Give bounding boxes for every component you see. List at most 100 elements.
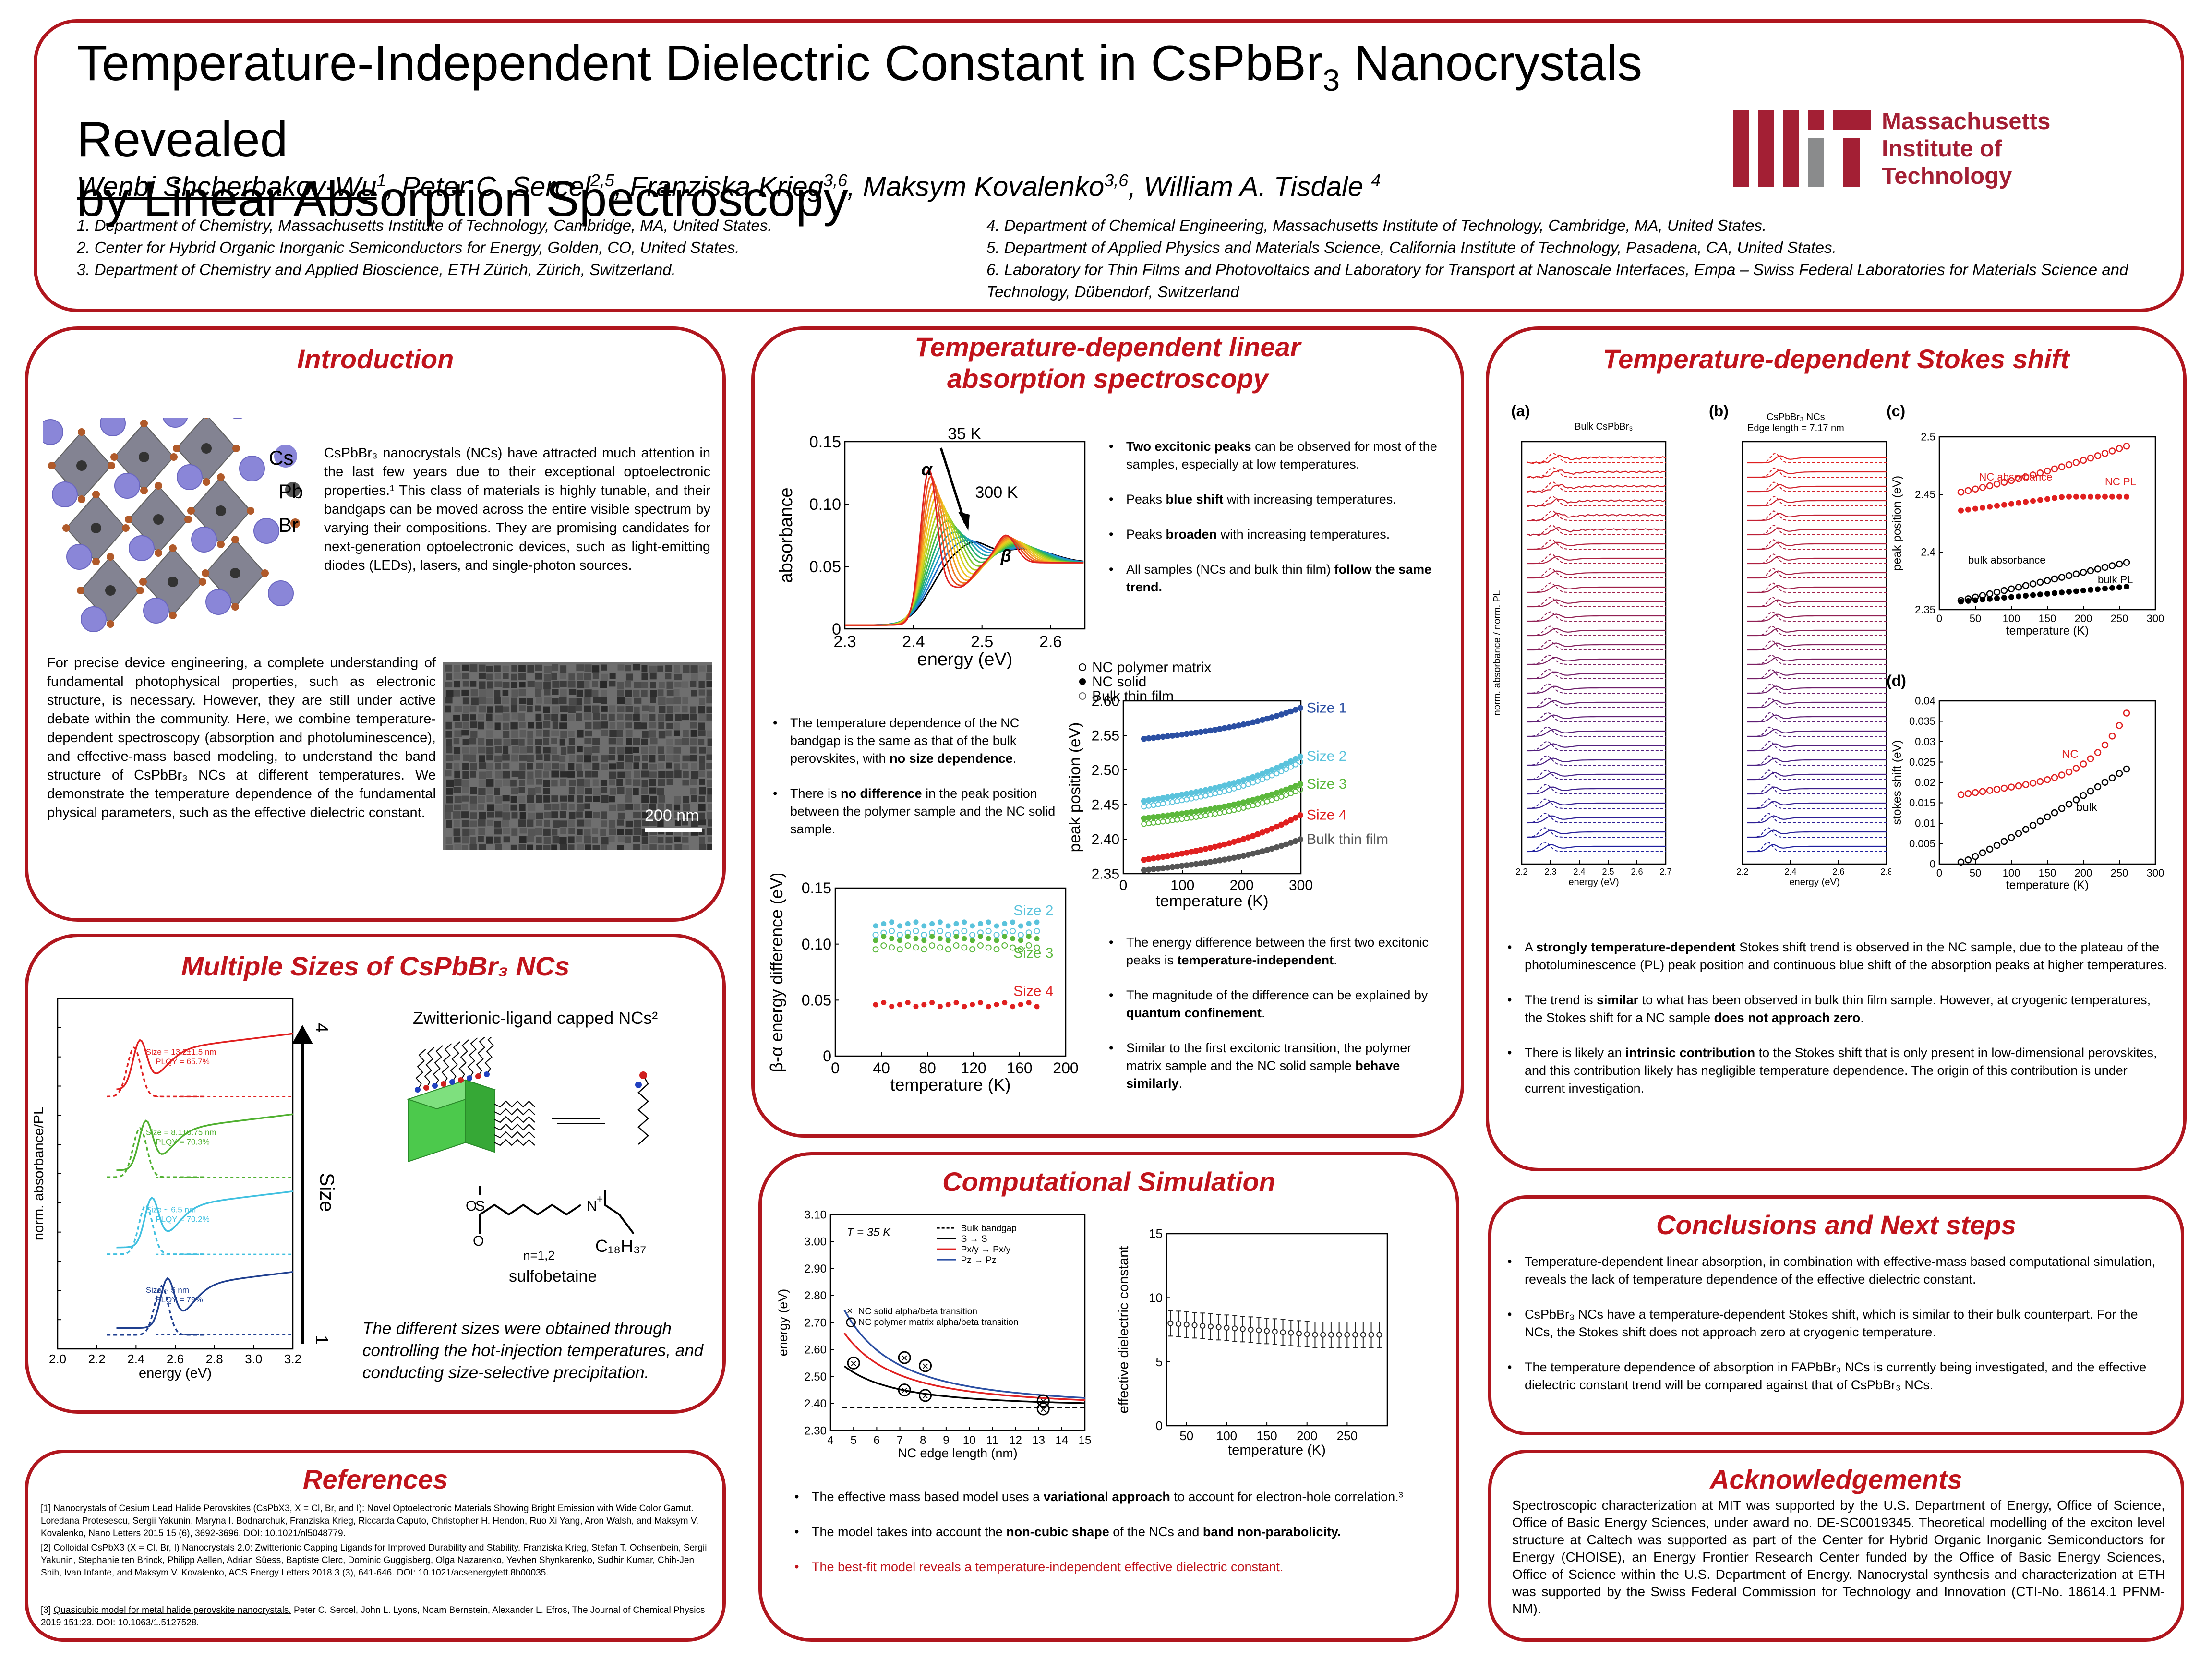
cs-atom [268,580,294,606]
diff-point [994,1002,999,1008]
nc-absorbance-point [1957,488,1965,496]
diff-point [913,919,919,925]
peak-point [1297,836,1304,842]
nanocrystal [502,812,510,820]
nanocrystal [502,697,509,704]
diff-point [873,923,878,929]
nanocrystal [633,779,641,786]
nanocrystal [511,770,519,777]
nanocrystal [551,714,559,721]
nanocrystal [478,788,486,795]
nanocrystal [625,681,631,688]
nc-pl-point [2116,493,2122,500]
nanocrystal [510,796,517,803]
nanocrystal [673,811,681,818]
absorbance-trace [1527,556,1666,565]
nanocrystal [510,722,518,730]
nanocrystal [625,738,632,745]
nanocrystal [617,697,625,704]
nc-absorbance-point [2101,450,2109,457]
nanocrystal [707,738,712,746]
nanocrystal [470,770,477,778]
x-tick-label: 8 [920,1434,926,1447]
diff-point-polymer [921,946,927,953]
nanocrystal [577,844,584,850]
peak-point-polymer [1169,817,1176,823]
bulk-stokes-point [2058,805,2066,812]
pl-trace [1527,453,1666,463]
nanocrystal [633,828,641,835]
nanocrystal [633,738,641,745]
absorbance-trace [1747,801,1887,809]
nanocrystal [527,771,534,779]
bulk-pl-point [2023,592,2029,599]
absorbance-trace [1527,469,1666,479]
peak-point-polymer [1207,812,1214,818]
nanocrystal [518,739,525,746]
nanocrystal [511,754,518,762]
y-tick-label: 2.55 [1092,728,1119,744]
absorbance-trace [1747,700,1887,709]
diff-point [1002,921,1008,926]
nanocrystal [682,730,689,737]
nanocrystal [593,812,600,818]
x-axis-label: temperature (K) [1155,892,1268,910]
nanocrystal [469,804,477,810]
nc-absorbance-point [2029,471,2037,479]
nanocrystal [625,762,632,770]
bulk-pl-point [2059,589,2065,596]
series-label: Size 4 [1307,807,1346,823]
legend-pb: Pb [278,480,303,503]
nanocrystal [560,771,568,778]
ligand-chain [494,1131,535,1139]
nanocrystal [642,755,648,761]
x-tick-label: 50 [1970,613,1981,625]
x-tick-label: 0 [1936,867,1942,879]
bullet: CsPbBr₃ NCs have a temperature-dependent… [1503,1306,2170,1341]
nanocrystal [535,739,542,745]
absorbance-curve [845,514,1084,626]
nanocrystal [454,722,462,728]
x-tick-label: 6 [874,1434,880,1447]
nanocrystal [649,804,656,810]
nanocrystal [585,770,592,778]
nanocrystal [518,665,526,672]
compsim-bullets: The effective mass based model uses a va… [790,1488,1404,1593]
ligand-chain [494,1123,535,1131]
nanocrystal [453,681,460,688]
nc-stokes-point [2015,782,2022,790]
nanocrystal [576,713,582,721]
nanocrystal [617,829,624,835]
nanocrystal [502,763,510,769]
nanocrystal [486,665,493,672]
nanocrystal [462,721,469,729]
ligand-head [432,1083,438,1089]
chem-c18-label: C₁₈H₃₇ [595,1236,647,1256]
bulk-stokes-point [2000,838,2008,845]
nanocrystal [479,762,487,769]
br-atom [140,487,148,494]
nanocrystal [682,819,688,826]
nanocrystal [625,714,633,721]
nanocrystal [494,690,501,697]
nanocrystal [584,673,591,681]
br-atom [232,445,240,452]
nanocrystal [576,705,582,711]
diff-point-polymer [1001,942,1008,949]
nanocrystal [527,795,534,803]
nanocrystal [577,819,584,827]
bulk-stokes-point [1957,858,1965,866]
nanocrystal [495,705,503,713]
nanocrystal [608,738,616,745]
nanocrystal [552,804,560,810]
nanocrystal [453,690,460,697]
br-atom [108,462,115,469]
nanocrystal [518,771,526,780]
nanocrystal [690,746,697,754]
absorbance-trace [1747,772,1887,781]
nc-pl-point [2008,501,2014,507]
nanocrystal [544,812,551,818]
nanocrystal [551,673,557,680]
nanocrystal [625,689,632,697]
nanocrystal [528,812,535,820]
